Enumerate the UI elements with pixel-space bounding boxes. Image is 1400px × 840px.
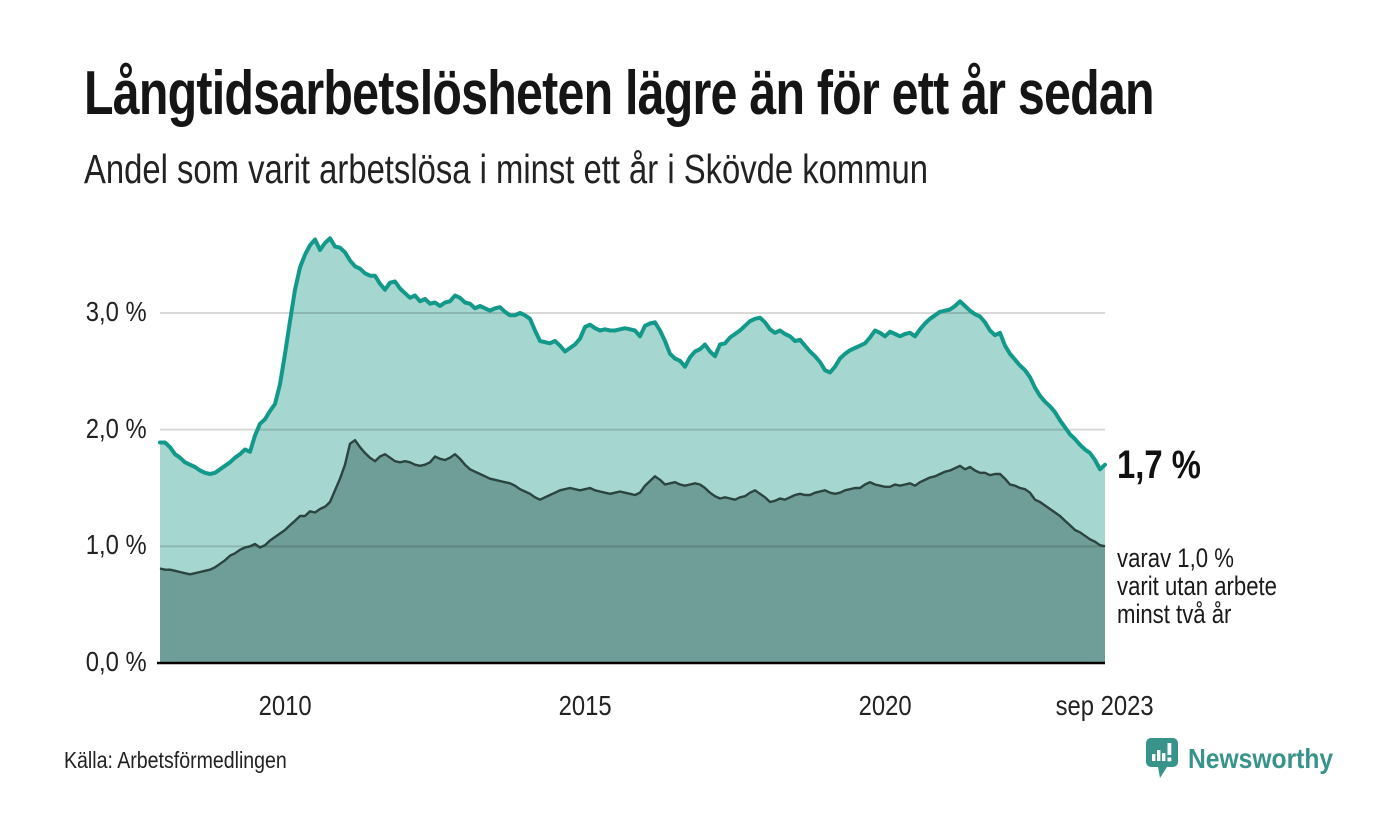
chart-subtitle-text: Andel som varit arbetslösa i minst ett å… [84,146,929,192]
x-tick-label: 2015 [485,690,685,722]
page-title-text: Långtidsarbetslösheten lägre än för ett … [84,59,1155,128]
page-title: Långtidsarbetslösheten lägre än för ett … [84,59,1400,128]
x-tick-text: 2010 [258,690,312,721]
y-tick-text: 1,0 % [86,529,147,561]
y-tick-text: 2,0 % [86,412,147,444]
series-two-year-area [160,440,1105,663]
two-year-annotation: varav 1,0 % varit utan arbete minst två … [1117,544,1312,628]
x-tick-text: 2020 [858,690,912,721]
y-tick-text: 0,0 % [86,646,147,677]
x-tick-text: sep 2023 [1056,690,1154,721]
gridlines [160,312,1105,548]
y-tick-label: 2,0 % [0,413,147,445]
x-tick-text: 2015 [558,690,612,721]
two-year-annotation-line1: varav 1,0 % [1117,543,1234,573]
x-tick-label: 2020 [785,690,985,722]
latest-value-annotation: 1,7 % [1117,443,1201,487]
y-tick-text: 3,0 % [86,296,147,327]
series-total-line [158,236,1107,476]
newsworthy-pin-barchart-icon [1146,738,1178,778]
two-year-annotation-line2: varit utan arbete [1117,571,1278,601]
series-two-year-line [159,439,1106,576]
y-tick-label: 1,0 % [0,529,147,561]
newsworthy-logo: Newsworthy [1146,738,1353,780]
y-tick-label: 0,0 % [0,646,147,678]
y-tick-label: 3,0 % [0,296,147,328]
source-note: Källa: Arbetsförmedlingen [64,747,287,773]
chart-subtitle: Andel som varit arbetslösa i minst ett å… [84,146,1139,193]
two-year-annotation-line3: minst två år [1117,599,1232,629]
x-tick-label: 2010 [185,690,385,722]
newsworthy-logo-text: Newsworthy [1188,743,1334,774]
x-tick-label: sep 2023 [1005,690,1205,722]
